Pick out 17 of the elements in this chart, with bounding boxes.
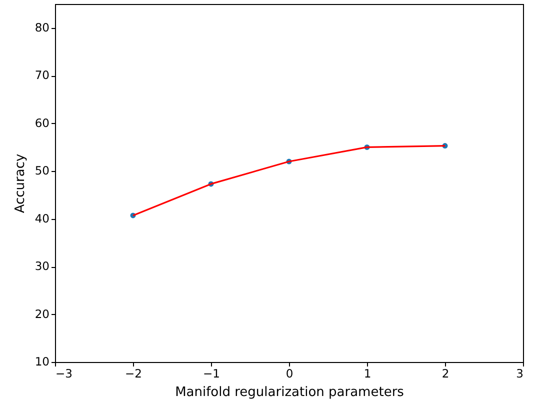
y-tick-label: 10	[34, 354, 50, 368]
y-tick-label: 70	[34, 68, 50, 82]
y-tick-label: 30	[34, 259, 50, 274]
x-tick-label: −2	[125, 366, 142, 380]
x-tick-label: 2	[442, 366, 450, 380]
y-tick-label: 80	[34, 20, 50, 34]
x-tick-label: 0	[286, 366, 294, 380]
y-tick-label: 50	[34, 164, 50, 178]
x-axis-title: Manifold regularization parameters	[175, 385, 404, 400]
y-tick-label: 40	[34, 211, 50, 226]
y-tick-label: 60	[34, 116, 50, 130]
x-tick-label: 3	[516, 366, 524, 380]
y-axis-title: Accuracy	[12, 154, 28, 214]
x-tick-label: 1	[364, 366, 372, 380]
x-tick-label: −3	[56, 366, 72, 380]
y-tick-label: 20	[34, 306, 50, 321]
x-tick-label: −1	[203, 366, 220, 380]
